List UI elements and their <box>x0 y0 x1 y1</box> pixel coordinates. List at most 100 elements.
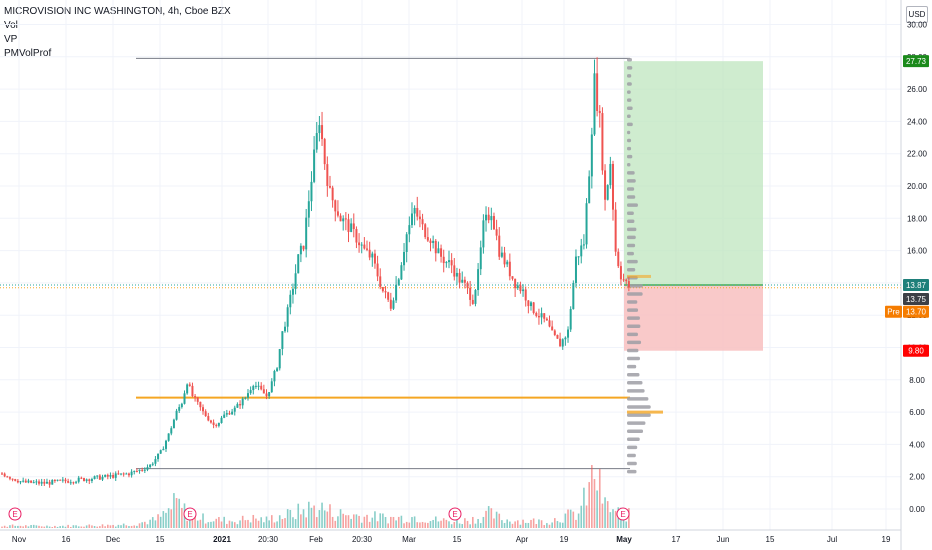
candle-body <box>611 163 614 210</box>
x-tick-label: Jun <box>717 535 730 544</box>
earnings-marker[interactable] <box>616 507 630 521</box>
candle-body <box>410 213 413 226</box>
profile-bar <box>627 461 637 466</box>
volume-bar <box>104 526 106 528</box>
volume-bar <box>561 522 564 528</box>
volume-bar <box>593 479 596 528</box>
volume-bar <box>472 516 474 528</box>
candle-body <box>532 302 535 313</box>
candle-body <box>85 479 88 481</box>
profile-bar <box>627 300 638 304</box>
profile-bar <box>627 98 632 102</box>
volume-bar <box>83 526 85 528</box>
profile-bar <box>627 251 634 256</box>
candle-body <box>61 479 64 481</box>
y-tick-label: 24.00 <box>907 117 928 126</box>
candle-body <box>627 281 630 288</box>
y-tick-label: 18.00 <box>907 214 928 223</box>
candle-body <box>506 261 509 265</box>
candle-body <box>225 413 228 415</box>
legend-vp[interactable]: VP <box>4 34 18 45</box>
candle-body <box>559 338 562 347</box>
volume-bar <box>413 516 416 528</box>
profile-bar <box>627 106 633 110</box>
volume-bar <box>345 515 347 528</box>
candle-body <box>24 480 27 483</box>
volume-bar <box>585 505 588 528</box>
candle-body <box>48 481 51 485</box>
candle-body <box>342 218 345 222</box>
volume-bar <box>223 516 225 528</box>
position-zones <box>624 61 763 351</box>
x-tick-label: 15 <box>766 535 775 544</box>
y-tick-label: 8.00 <box>909 376 925 385</box>
candle-body <box>268 392 271 397</box>
candle-body <box>463 279 466 283</box>
profile-bar <box>627 284 643 288</box>
candle-body <box>614 209 617 252</box>
profile-bar <box>627 437 640 442</box>
candle-body <box>405 234 408 252</box>
candle-body <box>400 265 403 280</box>
earnings-marker[interactable] <box>183 507 197 521</box>
profile-bar <box>627 453 636 458</box>
currency-badge[interactable]: USD <box>906 6 928 23</box>
volume-bar <box>387 523 389 528</box>
earnings-marker[interactable] <box>448 507 462 521</box>
candle-body <box>617 251 620 267</box>
candle-body <box>56 479 59 481</box>
volume-bar <box>315 517 318 528</box>
volume-bar <box>265 516 268 528</box>
volume-bar <box>25 525 27 528</box>
candle-body <box>477 269 480 291</box>
candle-body <box>6 476 9 478</box>
volume-bar <box>196 520 199 528</box>
volume-bar <box>411 517 413 528</box>
candle-body <box>1 473 3 475</box>
candle-body <box>434 240 437 254</box>
candle-body <box>19 481 22 483</box>
volume-bar <box>350 518 352 528</box>
candle-body <box>67 481 70 483</box>
volume-bar <box>588 482 590 528</box>
volume-bar <box>88 524 91 528</box>
candle-body <box>286 307 289 327</box>
volume-bar <box>22 526 24 528</box>
candle-body <box>321 125 324 140</box>
legend-vol[interactable]: Vol <box>4 20 18 31</box>
volume-bar <box>511 523 514 528</box>
candle-body <box>381 287 384 292</box>
y-tick-label: 0.00 <box>909 505 925 514</box>
volume-bar <box>493 518 495 528</box>
candle-body <box>157 453 160 460</box>
volume-bar <box>141 522 143 528</box>
candle-body <box>43 481 46 484</box>
candle-body <box>281 331 284 350</box>
volume-bar <box>270 515 273 528</box>
volume-bar <box>403 523 405 528</box>
candle-body <box>305 217 308 250</box>
candle-body <box>51 480 54 485</box>
volume-bar <box>194 513 196 528</box>
candle-body <box>527 300 530 307</box>
legend-pmvolprof[interactable]: PMVolProf <box>4 48 52 59</box>
candle-body <box>154 459 157 464</box>
candle-body <box>35 481 38 483</box>
volume-bar <box>416 522 419 528</box>
profile-bar <box>627 138 632 143</box>
candle-body <box>326 164 329 187</box>
volume-bar <box>469 524 471 528</box>
candle-body <box>199 401 202 408</box>
candle-body <box>582 244 585 246</box>
close-price-tag <box>903 292 929 305</box>
volume-bar <box>77 526 80 528</box>
volume-bar <box>580 505 583 528</box>
volume-bar <box>19 525 22 528</box>
candle-body <box>511 276 514 279</box>
candle-body <box>265 393 268 397</box>
earnings-marker[interactable] <box>8 507 22 521</box>
stop-zone <box>624 284 763 351</box>
volume-bar <box>112 524 114 528</box>
candle-body <box>376 263 379 277</box>
